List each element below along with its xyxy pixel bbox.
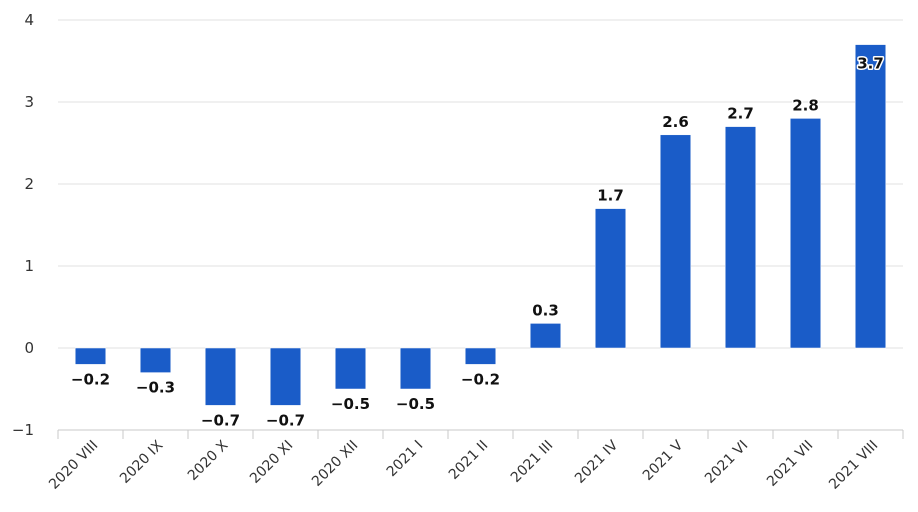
bar xyxy=(204,347,237,406)
bar xyxy=(74,347,107,365)
y-tick-label: 3 xyxy=(24,93,34,111)
bar xyxy=(139,347,172,373)
y-tick-label: 0 xyxy=(24,339,34,357)
data-label: −0.7 xyxy=(201,411,240,429)
x-tick-label: 2020 VIII xyxy=(46,438,101,493)
x-tick-label: 2021 I xyxy=(384,438,427,481)
bar xyxy=(659,134,692,349)
bar xyxy=(399,347,432,390)
bar xyxy=(334,347,367,390)
bar xyxy=(854,44,887,349)
bar xyxy=(789,118,822,349)
x-tick-label: 2020 IX xyxy=(117,437,167,487)
x-tick-label: 2020 XI xyxy=(247,438,296,487)
data-label: −0.5 xyxy=(396,395,435,413)
data-label: 0.3 xyxy=(532,301,559,319)
bar xyxy=(724,126,757,349)
data-label: −0.3 xyxy=(136,379,175,397)
bar xyxy=(529,323,562,349)
data-labels: −0.2 −0.3 −0.7 −0.7 −0.5 −0.5 −0.2 0.3 1.7 2.6 2.7… xyxy=(69,53,885,431)
data-label: 3.7 xyxy=(857,55,884,73)
x-tick-label: 2021 IV xyxy=(572,437,622,487)
bar xyxy=(269,347,302,406)
data-label: −0.2 xyxy=(461,370,500,388)
y-tick-label: 4 xyxy=(24,11,34,29)
x-tick-label: 2020 XII xyxy=(309,438,361,490)
data-label: 2.6 xyxy=(662,113,689,131)
y-tick-label: −1 xyxy=(12,421,34,439)
grid-lines xyxy=(58,19,903,349)
data-label: −0.2 xyxy=(71,370,110,388)
x-tick-label: 2021 III xyxy=(508,438,556,486)
x-tick-label: 2021 II xyxy=(446,438,491,483)
x-tick-label: 2020 X xyxy=(185,437,232,484)
y-axis: −1 0 1 2 3 4 xyxy=(12,11,34,439)
bars xyxy=(74,44,887,406)
bar xyxy=(464,347,497,365)
data-label: 2.8 xyxy=(792,96,819,114)
data-label: 2.7 xyxy=(727,105,754,123)
data-label: −0.7 xyxy=(266,411,305,429)
x-tick-label: 2021 VIII xyxy=(826,438,881,493)
x-tick-label: 2021 V xyxy=(640,437,687,484)
x-tick-label: 2021 VI xyxy=(702,438,751,487)
data-label: 1.7 xyxy=(597,187,624,205)
data-label: −0.5 xyxy=(331,395,370,413)
bar xyxy=(594,208,627,349)
y-tick-label: 2 xyxy=(24,175,34,193)
x-axis: 2020 VIII 2020 IX 2020 X 2020 XI 2020 XII 202… xyxy=(46,429,904,493)
y-tick-label: 1 xyxy=(24,257,34,275)
x-tick-label: 2021 VII xyxy=(764,438,816,490)
